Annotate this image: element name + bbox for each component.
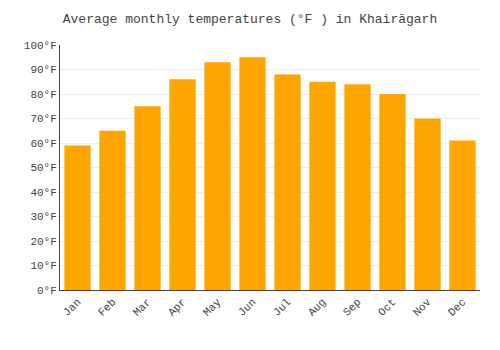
svg-text:50°F: 50°F: [30, 162, 56, 174]
svg-text:90°F: 90°F: [30, 64, 56, 76]
svg-text:40°F: 40°F: [30, 187, 56, 199]
svg-text:Feb: Feb: [96, 296, 118, 318]
svg-text:100°F: 100°F: [24, 40, 57, 52]
svg-text:Apr: Apr: [166, 296, 188, 318]
svg-text:10°F: 10°F: [30, 260, 56, 272]
svg-text:30°F: 30°F: [30, 211, 56, 223]
svg-text:Mar: Mar: [131, 296, 153, 318]
svg-text:60°F: 60°F: [30, 138, 56, 150]
svg-text:Dec: Dec: [446, 296, 468, 318]
svg-text:0°F: 0°F: [37, 285, 57, 297]
svg-text:20°F: 20°F: [30, 236, 56, 248]
svg-text:80°F: 80°F: [30, 89, 56, 101]
svg-text:Jul: Jul: [271, 296, 293, 318]
svg-text:70°F: 70°F: [30, 113, 56, 125]
svg-text:Nov: Nov: [411, 296, 434, 319]
svg-text:Sep: Sep: [341, 296, 363, 318]
svg-text:Aug: Aug: [306, 296, 328, 318]
svg-text:Oct: Oct: [376, 296, 398, 318]
svg-text:Average monthly temperatures (: Average monthly temperatures (°F ) in Kh…: [63, 12, 437, 27]
svg-text:Jun: Jun: [236, 296, 258, 318]
svg-text:May: May: [201, 296, 224, 319]
svg-text:Jan: Jan: [61, 296, 83, 318]
